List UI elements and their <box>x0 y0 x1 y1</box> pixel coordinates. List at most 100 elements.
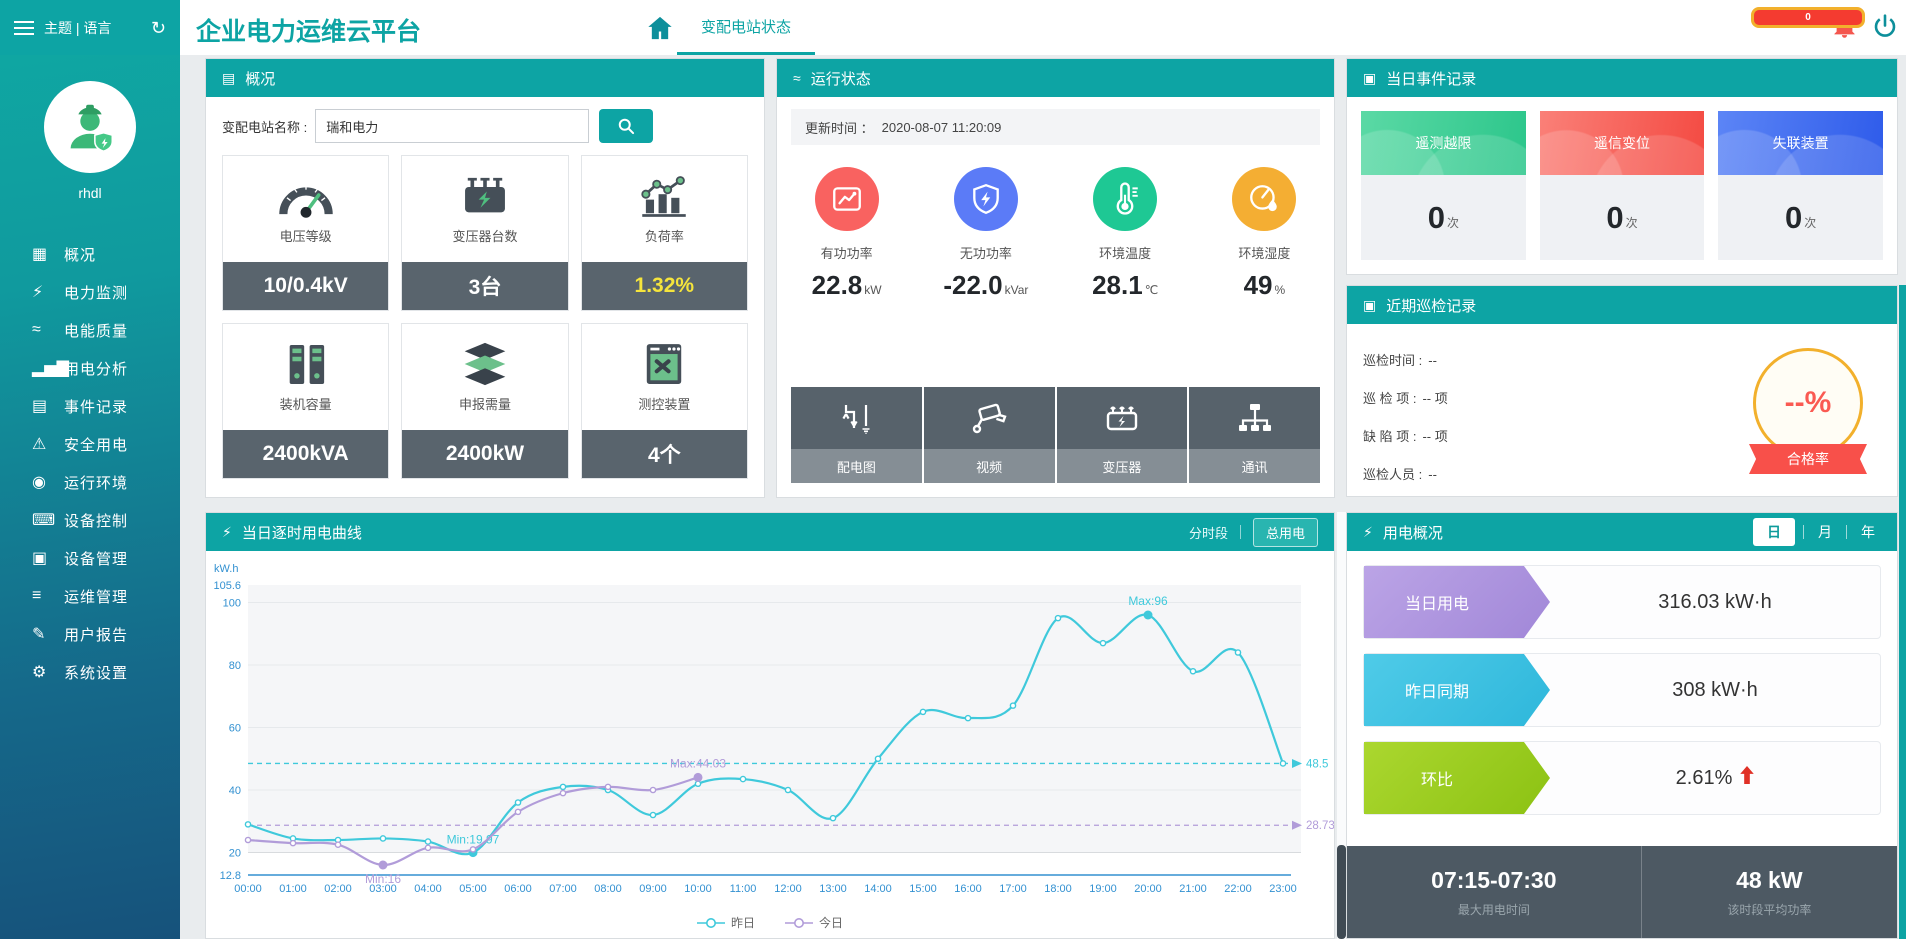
notification-bell-icon[interactable]: 0 <box>1751 7 1865 40</box>
svg-text:06:00: 06:00 <box>504 883 532 895</box>
metric-number: 28.1 <box>1092 270 1143 300</box>
svg-text:40: 40 <box>229 785 241 797</box>
sidebar-item-usage-analysis[interactable]: ▂▅▇ 用电分析 <box>0 349 180 387</box>
mode-time-segment[interactable]: 分时段 <box>1188 525 1228 541</box>
sidebar: 主题 | 语言 ↻ rhdl ▦ 概况 ⚡ 电力监测 ≈ 电能质量 ▂▅▇ 用电分析 ▤ 事件记录… <box>0 0 180 939</box>
overview-card-value: 10/0.4kV <box>223 262 389 310</box>
sidebar-item-label: 运维管理 <box>64 588 129 606</box>
right-scrollbar[interactable] <box>1899 285 1906 939</box>
station-button[interactable]: 通讯 <box>1189 387 1320 483</box>
sidebar-item-label: 事件记录 <box>64 398 129 416</box>
sidebar-item-safe-power[interactable]: ⚠ 安全用电 <box>0 425 180 463</box>
up-arrow-icon <box>1740 766 1755 790</box>
overview-card[interactable]: 申报需量 2400kW <box>401 323 569 479</box>
status-metrics: 有功功率 22.8 kW 无功功率 -22.0 kVar 环境温度 28.1 ℃ 环境湿度 49% <box>777 167 1334 301</box>
event-card[interactable]: 遥测越限 0 次 <box>1361 111 1526 260</box>
usage-row-pill: 环比 <box>1364 742 1550 814</box>
load-chart-icon <box>641 175 687 217</box>
svg-text:11:00: 11:00 <box>730 883 757 895</box>
inspection-panel: ▣ 近期巡检记录 巡检时间 : -- 巡 检 项 : -- 项缺 陷 项 : -- 项巡… <box>1346 285 1898 497</box>
usage-tab-日[interactable]: 日 <box>1753 518 1795 546</box>
inspection-row: 缺 陷 项 : -- 项 <box>1363 418 1897 456</box>
station-button[interactable]: 变压器 <box>1056 387 1188 483</box>
overview-panel: ▤ 概况 变配电站名称 : 电压等级 10/0.4kV 变压器台数 3台 负荷率 1.32… <box>205 58 765 498</box>
svg-text:05:00: 05:00 <box>459 883 487 895</box>
inspection-row-value: -- <box>1428 467 1437 482</box>
sidebar-item-om-mgmt[interactable]: ≡ 运维管理 <box>0 577 180 615</box>
status-panel-header: ≈ 运行状态 <box>777 59 1334 97</box>
sidebar-item-device-mgmt[interactable]: ▣ 设备管理 <box>0 539 180 577</box>
sidebar-item-label: 电能质量 <box>64 322 129 340</box>
svg-text:12.8: 12.8 <box>220 870 241 882</box>
station-button-label: 配电图 <box>791 449 922 483</box>
overview-card[interactable]: 负荷率 1.32% <box>580 155 748 311</box>
sidebar-item-event-record[interactable]: ▤ 事件记录 <box>0 387 180 425</box>
home-icon[interactable] <box>646 14 674 42</box>
svg-text:60: 60 <box>229 723 241 735</box>
legend-item-今日[interactable]: 今日 <box>785 914 843 931</box>
mode-total-usage[interactable]: 总用电 <box>1252 517 1318 547</box>
event-card[interactable]: 失联装置 0 次 <box>1718 111 1884 260</box>
event-card[interactable]: 遥信变位 0 次 <box>1539 111 1705 260</box>
refresh-icon[interactable]: ↻ <box>150 17 166 38</box>
event-card-label: 遥信变位 <box>1539 111 1705 175</box>
inspection-row: 巡检时间 : -- <box>1363 342 1897 380</box>
legend-item-昨日[interactable]: 昨日 <box>696 914 755 931</box>
usage-footer: 07:15-07:30 最大用电时间 48 kW 该时段平均功率 <box>1347 846 1897 938</box>
station-button[interactable]: 配电图 <box>791 387 922 483</box>
status-panel-title: 运行状态 <box>810 70 871 88</box>
usage-tab-年[interactable]: 年 <box>1861 524 1875 540</box>
usage-row: 昨日同期 308 kW·h <box>1363 653 1881 727</box>
tab-divider <box>1803 525 1804 539</box>
hamburger-menu-icon[interactable] <box>14 20 34 35</box>
station-button[interactable]: 视频 <box>923 387 1055 483</box>
metric-unit: ℃ <box>1144 283 1159 297</box>
events-header-icon: ▣ <box>1363 69 1377 86</box>
sidebar-item-system-settings[interactable]: ⚙ 系统设置 <box>0 653 180 691</box>
overview-card-label: 变压器台数 <box>452 228 518 244</box>
sidebar-item-overview[interactable]: ▦ 概况 <box>0 235 180 273</box>
usage-line-chart: kW.h 12.8 20 40 60 80 100 105.6 00:00 01:00 02:00 0… <box>206 557 1334 914</box>
bar-chart-icon: ▂▅▇ <box>32 360 69 377</box>
avg-power-value: 48 kW <box>1736 866 1803 893</box>
overview-card-label: 装机容量 <box>279 396 332 412</box>
sidebar-item-runtime-env[interactable]: ◉ 运行环境 <box>0 463 180 501</box>
station-name-input[interactable] <box>315 109 590 143</box>
theme-language-switch[interactable]: 主题 | 语言 <box>44 19 112 36</box>
sidebar-item-label: 概况 <box>64 246 97 264</box>
sidebar-item-device-control[interactable]: ⌨ 设备控制 <box>0 501 180 539</box>
sidebar-item-label: 安全用电 <box>64 436 129 454</box>
sidebar-item-power-monitor[interactable]: ⚡ 电力监测 <box>0 273 180 311</box>
status-metric: 无功功率 -22.0 kVar <box>916 167 1055 301</box>
gauge-icon <box>278 184 333 218</box>
event-cards: 遥测越限 0 次遥信变位 0 次失联装置 0 次 <box>1361 111 1884 260</box>
events-panel-header: ▣ 当日事件记录 <box>1347 59 1897 97</box>
inspection-row: 巡检人员 : -- <box>1363 456 1897 494</box>
metric-number: -22.0 <box>943 270 1003 300</box>
svg-text:04:00: 04:00 <box>414 883 442 895</box>
sensor-icon: ◉ <box>32 474 46 491</box>
search-button[interactable] <box>599 109 654 143</box>
inspection-row-label: 巡 检 项 : <box>1363 391 1417 406</box>
overview-card[interactable]: 测控装置 4个 <box>580 323 748 479</box>
usage-row-value: 316.03 kW·h <box>1658 590 1772 613</box>
metric-unit: % <box>1274 283 1286 297</box>
overview-card[interactable]: 装机容量 2400kVA <box>222 323 390 479</box>
content-scrollbar-thumb[interactable] <box>1337 845 1346 939</box>
svg-text:17:00: 17:00 <box>999 883 1027 895</box>
overview-card-value: 3台 <box>402 262 568 310</box>
svg-text:16:00: 16:00 <box>954 883 982 895</box>
svg-text:Min:19.97: Min:19.97 <box>447 833 500 847</box>
sidebar-item-user-report[interactable]: ✎ 用户报告 <box>0 615 180 653</box>
inspection-header-icon: ▣ <box>1363 296 1377 313</box>
svg-text:20: 20 <box>229 848 241 860</box>
usage-tab-月[interactable]: 月 <box>1818 524 1832 540</box>
sidebar-item-power-quality[interactable]: ≈ 电能质量 <box>0 311 180 349</box>
overview-card[interactable]: 电压等级 10/0.4kV <box>222 155 390 311</box>
tab-substation-status[interactable]: 变配电站状态 <box>677 0 816 55</box>
sidebar-menu: ▦ 概况 ⚡ 电力监测 ≈ 电能质量 ▂▅▇ 用电分析 ▤ 事件记录 ⚠ 安全用电 ◉ 运行环境 ⌨ 设备控制… <box>0 235 180 691</box>
pass-rate-ribbon: 合格率 <box>1749 444 1867 474</box>
overview-card-label: 电压等级 <box>279 228 332 244</box>
logout-power-icon[interactable] <box>1872 13 1898 39</box>
overview-card[interactable]: 变压器台数 3台 <box>401 155 569 311</box>
